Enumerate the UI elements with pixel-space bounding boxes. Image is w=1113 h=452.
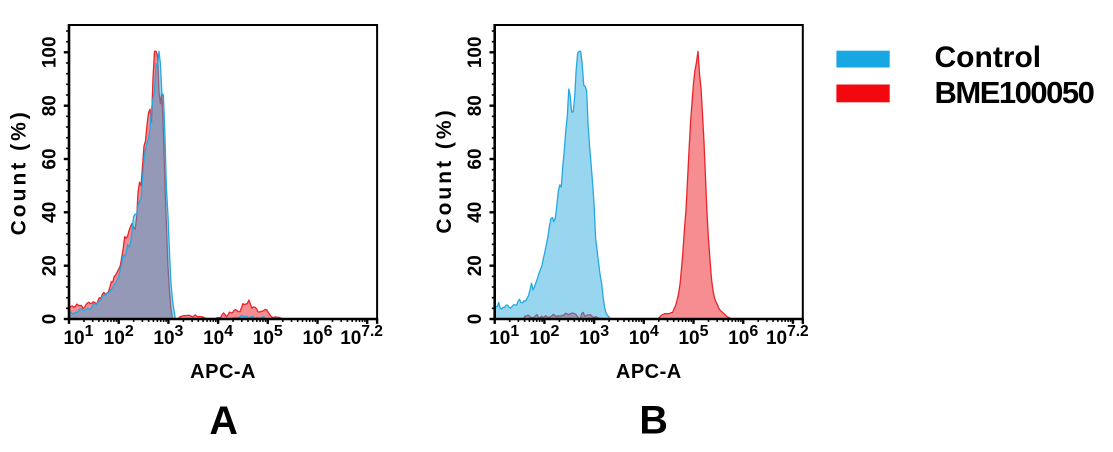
svg-text:100: 100 — [465, 36, 486, 68]
svg-text:BME100050: BME100050 — [935, 75, 1094, 110]
svg-text:40: 40 — [465, 202, 486, 223]
svg-text:B: B — [639, 399, 668, 443]
svg-text:103: 103 — [153, 323, 183, 349]
svg-text:103: 103 — [579, 323, 609, 349]
svg-text:80: 80 — [465, 95, 486, 116]
svg-text:A: A — [209, 399, 238, 443]
svg-text:0: 0 — [40, 314, 61, 325]
svg-text:80: 80 — [40, 95, 61, 116]
svg-text:60: 60 — [465, 148, 486, 169]
svg-text:Count (%): Count (%) — [8, 109, 31, 235]
svg-text:100: 100 — [40, 36, 61, 68]
svg-text:Count (%): Count (%) — [433, 107, 456, 233]
svg-text:40: 40 — [40, 202, 61, 223]
svg-text:60: 60 — [40, 148, 61, 169]
svg-text:20: 20 — [465, 255, 486, 276]
svg-text:0: 0 — [465, 314, 486, 325]
svg-text:20: 20 — [40, 255, 61, 276]
svg-text:APC-A: APC-A — [190, 361, 256, 383]
svg-text:Control: Control — [935, 41, 1042, 74]
svg-text:APC-A: APC-A — [616, 361, 682, 383]
